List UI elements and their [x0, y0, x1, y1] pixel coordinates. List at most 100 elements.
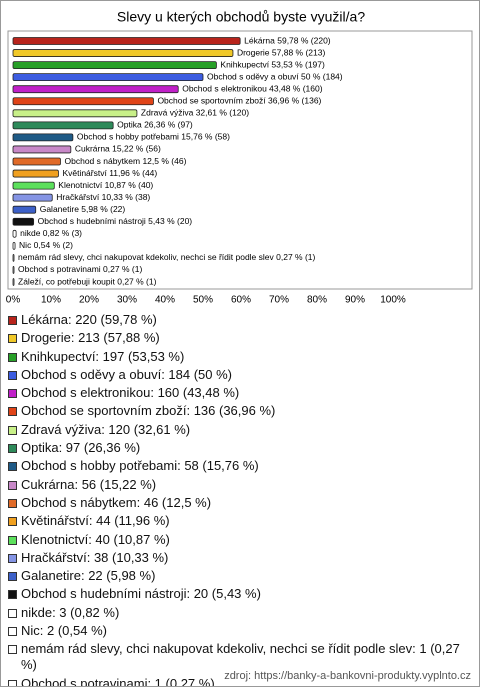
legend-item: Knihkupectví: 197 (53,53 %)	[8, 349, 468, 365]
x-tick-label: 20%	[79, 295, 99, 306]
chart: Slevy u kterých obchodů byste využil/a? …	[6, 9, 473, 306]
legend-swatch	[8, 334, 17, 344]
legend-item: nemám rád slevy, chci nakupovat kdekoliv…	[8, 641, 468, 673]
bar	[12, 229, 17, 238]
legend-swatch	[8, 535, 17, 545]
bar	[12, 37, 241, 45]
bar-label: Lékárna 59,78 % (220)	[244, 35, 331, 45]
bar	[12, 109, 138, 118]
source: zdroj: https://banky-a-bankovni-produkty…	[224, 670, 471, 682]
x-tick-label: 70%	[269, 295, 289, 306]
bar-label: Obchod s hudebními nástroji 5,43 % (20)	[38, 216, 193, 226]
bar	[12, 253, 15, 262]
legend-label: Obchod se sportovním zboží: 136 (36,96 %…	[21, 403, 276, 419]
bar-label: Obchod se sportovním zboží 36,96 % (136)	[157, 96, 321, 106]
legend-swatch	[8, 389, 17, 399]
x-tick-label: 40%	[155, 295, 175, 306]
legend-swatch	[8, 627, 17, 637]
bar	[12, 133, 74, 142]
bar	[12, 121, 114, 130]
legend-item: Lékárna: 220 (59,78 %)	[8, 312, 468, 328]
legend-label: Optika: 97 (26,36 %)	[21, 440, 141, 456]
legend-item: Obchod s hobby potřebami: 58 (15,76 %)	[8, 458, 468, 474]
legend-item: Obchod s elektronikou: 160 (43,48 %)	[8, 385, 468, 401]
x-tick-label: 30%	[117, 295, 137, 306]
bar-label: Květinářství 11,96 % (44)	[62, 168, 157, 178]
legend-item: Obchod s hudebními nástroji: 20 (5,43 %)	[8, 586, 468, 602]
legend-label: Nic: 2 (0,54 %)	[21, 623, 107, 639]
legend-item: Zdravá výživa: 120 (32,61 %)	[8, 422, 468, 438]
legend-swatch	[8, 517, 17, 527]
legend-swatch	[8, 407, 17, 417]
legend-item: Drogerie: 213 (57,88 %)	[8, 330, 468, 346]
legend-label: Obchod s hudebními nástroji: 20 (5,43 %)	[21, 586, 261, 602]
legend-label: Obchod s oděvy a obuví: 184 (50 %)	[21, 366, 233, 382]
legend-label: Obchod s hobby potřebami: 58 (15,76 %)	[21, 458, 259, 474]
bar-label: Drogerie 57,88 % (213)	[237, 47, 326, 57]
bar	[12, 85, 179, 94]
legend-label: nemám rád slevy, chci nakupovat kdekoliv…	[21, 641, 460, 673]
legend-swatch	[8, 444, 17, 454]
bar-label: Nic 0,54 % (2)	[19, 240, 73, 250]
legend-label: Obchod s nábytkem: 46 (12,5 %)	[21, 494, 212, 510]
bar	[12, 181, 55, 190]
legend-label: Obchod s elektronikou: 160 (43,48 %)	[21, 385, 240, 401]
legend-label: Cukrárna: 56 (15,22 %)	[21, 476, 157, 492]
x-tick-label: 0%	[6, 295, 21, 306]
legend-item: Galanetire: 22 (5,98 %)	[8, 568, 468, 584]
bar-label: Obchod s hobby potřebami 15,76 % (58)	[77, 132, 230, 142]
legend-label: Zdravá výživa: 120 (32,61 %)	[21, 421, 191, 437]
bar	[12, 169, 59, 178]
bar	[12, 217, 35, 226]
legend-item: Obchod s nábytkem: 46 (12,5 %)	[8, 495, 468, 511]
bar-label: Obchod s oděvy a obuví 50 % (184)	[207, 71, 343, 81]
x-tick-label: 100%	[380, 295, 406, 306]
bar	[12, 49, 234, 57]
bar	[12, 145, 72, 154]
legend-label: Květinářství: 44 (11,96 %)	[21, 513, 170, 529]
legend-swatch	[8, 480, 17, 490]
legend-item: Obchod s oděvy a obuví: 184 (50 %)	[8, 367, 468, 383]
bar-label: Zdravá výživa 32,61 % (120)	[141, 108, 249, 118]
chart-title: Slevy u kterých obchodů byste využil/a?	[117, 9, 365, 25]
legend-label: Knihkupectví: 197 (53,53 %)	[21, 348, 185, 364]
legend-label: Drogerie: 213 (57,88 %)	[21, 330, 160, 346]
bar-label: Hračkářství 10,33 % (38)	[56, 192, 150, 202]
legend-swatch	[8, 645, 17, 655]
legend-swatch	[8, 370, 17, 380]
bar-label: Knihkupectví 53,53 % (197)	[220, 59, 325, 69]
legend-swatch	[8, 590, 17, 600]
bar-label: Obchod s potravinami 0,27 % (1)	[18, 264, 142, 274]
bar	[12, 278, 15, 286]
legend-label: Galanetire: 22 (5,98 %)	[21, 568, 156, 584]
x-tick-label: 10%	[41, 295, 61, 306]
legend-item: Optika: 97 (26,36 %)	[8, 440, 468, 456]
bar	[12, 73, 204, 82]
plot-frame	[7, 30, 473, 290]
legend-label: Hračkářství: 38 (10,33 %)	[21, 549, 169, 565]
bar	[12, 61, 217, 69]
legend-label: Obchod s potravinami: 1 (0,27 %)	[21, 675, 215, 687]
legend: Lékárna: 220 (59,78 %) Drogerie: 213 (57,…	[8, 312, 468, 687]
bar-label: Klenotnictví 10,87 % (40)	[58, 180, 153, 190]
bar-label: Galanetire 5,98 % (22)	[40, 204, 126, 214]
legend-item: Květinářství: 44 (11,96 %)	[8, 513, 468, 529]
legend-swatch	[8, 679, 17, 686]
legend-item: Obchod se sportovním zboží: 136 (36,96 %…	[8, 403, 468, 419]
bar	[12, 157, 61, 166]
bar-label: Záleží, co potřebuji koupit 0,27 % (1)	[18, 276, 157, 286]
legend-swatch	[8, 572, 17, 582]
legend-label: Klenotnictví: 40 (10,87 %)	[21, 531, 170, 547]
bar	[12, 241, 16, 250]
legend-label: nikde: 3 (0,82 %)	[21, 604, 120, 620]
legend-swatch	[8, 316, 17, 325]
bar	[12, 97, 154, 106]
bar-label: Cukrárna 15,22 % (56)	[75, 144, 161, 154]
legend-swatch	[8, 553, 17, 563]
legend-item: Klenotnictví: 40 (10,87 %)	[8, 532, 468, 548]
bar-label: nemám rád slevy, chci nakupovat kdekoliv…	[18, 252, 315, 262]
legend-item: Cukrárna: 56 (15,22 %)	[8, 477, 468, 493]
legend-item: Hračkářství: 38 (10,33 %)	[8, 550, 468, 566]
legend-swatch	[8, 498, 17, 508]
